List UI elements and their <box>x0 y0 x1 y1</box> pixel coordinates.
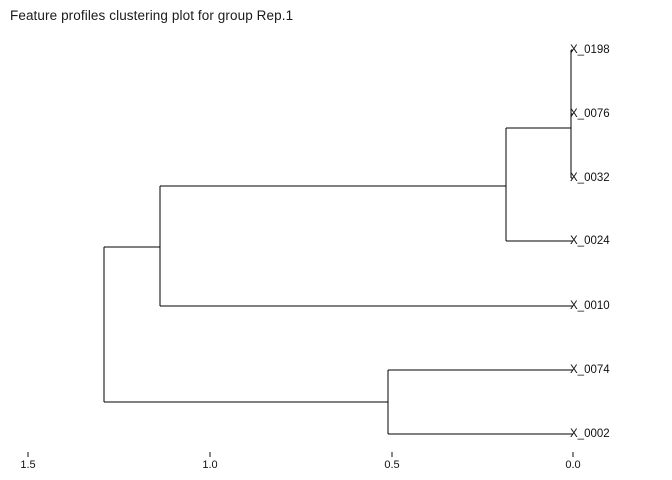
axis-ticks <box>27 452 574 457</box>
leaf-label-x0002: X_0002 <box>570 428 610 440</box>
dendrogram-links <box>103 49 573 435</box>
leaf-label-x0198: X_0198 <box>570 44 610 56</box>
axis-tick-label-0-5: 0.5 <box>384 459 400 471</box>
leaf-label-x0010: X_0010 <box>570 300 610 312</box>
axis-tick-label-0-0: 0.0 <box>565 459 581 471</box>
leaf-label-x0076: X_0076 <box>570 108 610 120</box>
axis-tick-label-1-0: 1.0 <box>202 459 218 471</box>
leaf-label-x0024: X_0024 <box>570 235 610 247</box>
page-title: Feature profiles clustering plot for gro… <box>10 8 294 23</box>
axis-tick-label-1-5: 1.5 <box>20 459 36 471</box>
leaf-label-x0074: X_0074 <box>570 364 610 376</box>
leaf-label-x0032: X_0032 <box>570 172 610 184</box>
